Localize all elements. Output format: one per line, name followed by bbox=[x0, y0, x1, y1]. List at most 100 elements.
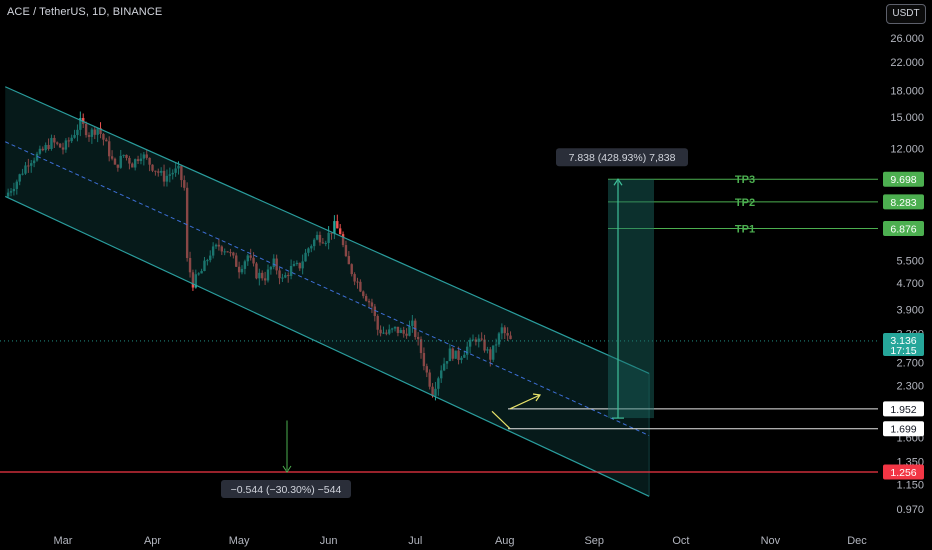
price-tick-label: 3.900 bbox=[896, 305, 924, 317]
candle-body bbox=[122, 154, 125, 156]
candle bbox=[133, 158, 137, 171]
candle bbox=[486, 346, 489, 354]
candle bbox=[373, 303, 377, 322]
candle bbox=[200, 268, 203, 274]
candle bbox=[284, 272, 287, 279]
currency-button[interactable]: USDT bbox=[886, 4, 926, 24]
candle-body bbox=[154, 170, 157, 172]
candle-body bbox=[217, 244, 221, 247]
candle bbox=[411, 315, 414, 333]
candle-body bbox=[113, 158, 117, 165]
candle bbox=[99, 122, 102, 139]
price-badge: 1.952 bbox=[883, 401, 924, 417]
candle-body bbox=[474, 339, 478, 342]
candle-body bbox=[35, 153, 39, 161]
time-tick-label: Sep bbox=[584, 535, 604, 547]
candle-body bbox=[151, 164, 154, 171]
candle bbox=[56, 141, 59, 146]
candle bbox=[278, 267, 281, 285]
candle bbox=[275, 254, 278, 275]
drawings-layer: TP3 TP2 TP1 7.838 (428.93%) 7,838 −0.544 (−3… bbox=[0, 86, 878, 498]
candle bbox=[229, 248, 232, 257]
candle bbox=[440, 365, 443, 383]
price-tick-label: 1.150 bbox=[896, 480, 924, 492]
candle bbox=[310, 244, 313, 253]
candle-body bbox=[379, 329, 382, 334]
candle bbox=[376, 314, 379, 336]
candle bbox=[272, 254, 275, 270]
candle-body bbox=[191, 272, 195, 288]
candle bbox=[58, 143, 62, 148]
candle-body bbox=[494, 344, 498, 346]
price-badge-label: 1.952 bbox=[890, 404, 916, 416]
candle-body bbox=[142, 154, 146, 159]
candle bbox=[203, 256, 206, 272]
candle-body bbox=[382, 332, 385, 334]
candle bbox=[258, 268, 261, 286]
candle-body bbox=[471, 339, 475, 341]
candle-body bbox=[252, 257, 255, 264]
candle-body bbox=[249, 255, 252, 258]
candle-body bbox=[287, 275, 290, 277]
candle-body bbox=[200, 271, 203, 274]
candle-body bbox=[128, 157, 131, 164]
candle-body bbox=[209, 255, 212, 261]
price-badge-bg bbox=[883, 220, 924, 236]
candle-body bbox=[468, 339, 472, 347]
candle bbox=[333, 215, 336, 240]
candle-body bbox=[338, 228, 342, 235]
candle bbox=[41, 146, 44, 152]
candle-body bbox=[24, 165, 27, 174]
candle bbox=[454, 350, 457, 359]
candle-body bbox=[148, 157, 151, 165]
candle bbox=[183, 175, 186, 191]
candle bbox=[301, 254, 304, 275]
candle-body bbox=[295, 262, 299, 264]
candle bbox=[61, 142, 65, 155]
candle bbox=[168, 167, 172, 183]
candle-body bbox=[310, 246, 313, 249]
candle-body bbox=[367, 300, 371, 303]
candle-body bbox=[38, 148, 42, 154]
candle bbox=[148, 157, 151, 172]
candle-body bbox=[324, 242, 327, 244]
candle-body bbox=[422, 353, 426, 367]
candle-body bbox=[258, 272, 261, 279]
price-badge-label: 1.256 bbox=[890, 467, 916, 479]
candle-body bbox=[289, 265, 293, 276]
candle bbox=[269, 265, 273, 275]
candle-body bbox=[12, 188, 16, 192]
candle bbox=[474, 337, 478, 346]
candle-body bbox=[136, 159, 140, 161]
candle-body bbox=[376, 316, 379, 330]
target-label: TP2 bbox=[735, 197, 755, 209]
candle-body bbox=[237, 266, 241, 273]
candle bbox=[422, 347, 426, 371]
candle bbox=[385, 329, 388, 336]
projection-down-leg bbox=[491, 410, 511, 430]
candle-body bbox=[419, 339, 423, 354]
candle-body bbox=[431, 386, 434, 396]
candle bbox=[18, 173, 21, 186]
candle-body bbox=[9, 191, 13, 193]
target-label: TP3 bbox=[735, 174, 755, 186]
price-tick-label: 18.000 bbox=[890, 86, 924, 98]
candles-layer bbox=[6, 111, 512, 401]
candle-body bbox=[312, 239, 316, 247]
candle-body bbox=[307, 248, 310, 253]
candle-body bbox=[116, 164, 120, 168]
candle bbox=[318, 231, 322, 246]
price-badge-bg bbox=[883, 401, 924, 417]
candle-body bbox=[211, 246, 215, 256]
candle bbox=[64, 138, 68, 153]
candle bbox=[47, 138, 50, 151]
candle-body bbox=[197, 273, 200, 275]
time-tick-label: Apr bbox=[144, 535, 161, 547]
candle bbox=[266, 264, 270, 283]
candle bbox=[263, 271, 267, 285]
price-badge-bg bbox=[883, 421, 924, 437]
candle-body bbox=[177, 165, 180, 169]
candle bbox=[460, 355, 463, 364]
candle-body bbox=[315, 234, 319, 240]
